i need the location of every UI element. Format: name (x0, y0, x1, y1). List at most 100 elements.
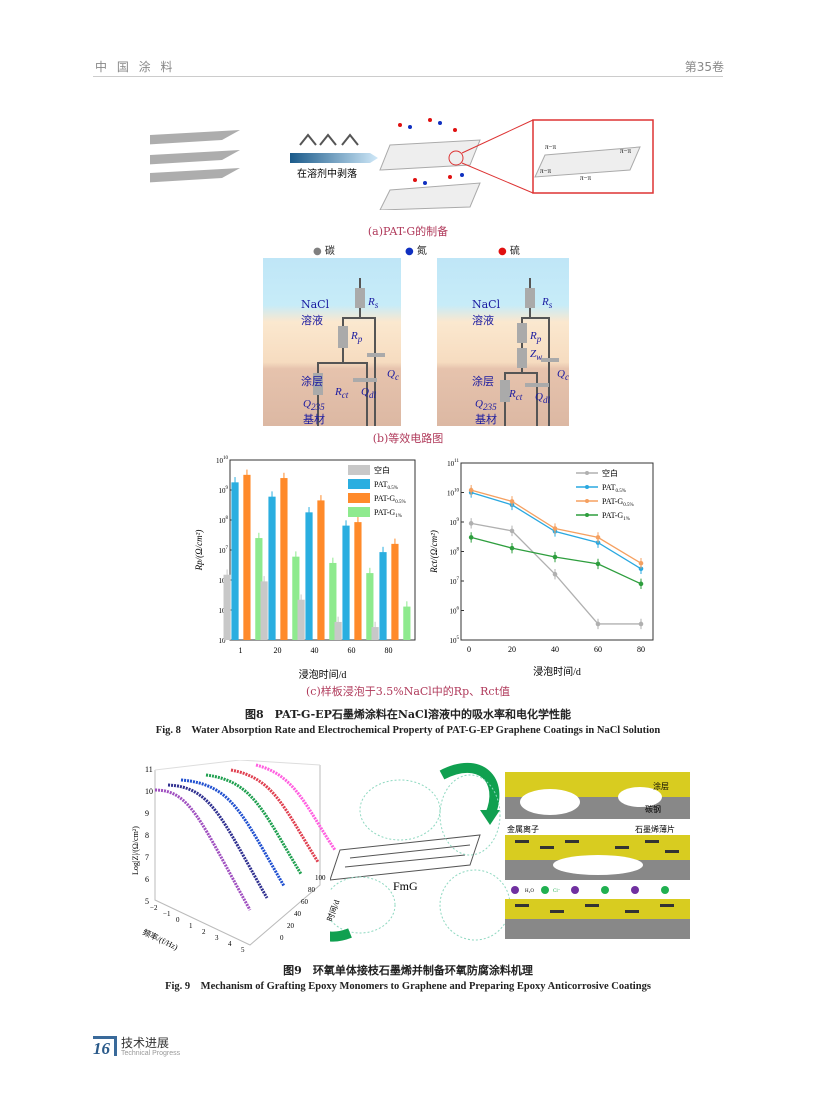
impedance-curve (255, 763, 337, 851)
qc-label: Qc (557, 368, 570, 383)
x-tick-label: 80 (385, 646, 393, 655)
grid-line (154, 760, 241, 771)
fig8b-caption: (b)等效电路图 (372, 432, 444, 445)
x-tick-label: 20 (274, 646, 282, 655)
impedance-curve (230, 768, 320, 863)
y-tick-label: 10 (145, 787, 153, 796)
rp-label: Rp (351, 330, 363, 345)
carbon-dot-icon: ● (313, 246, 325, 257)
legend-label: PAT-G0.5% (602, 497, 634, 508)
y-axis-label: Rct/(Ω/cm²) (429, 530, 439, 574)
substrate-q-label: Q235 (303, 398, 325, 413)
y-tick-label: 5 (145, 897, 149, 906)
impedance-curve (180, 778, 286, 887)
fig8a-caption: (a)PAT-G的制备 (367, 225, 449, 238)
z-tick-label: 100 (315, 874, 326, 882)
bar (243, 474, 251, 640)
x-axis-label: 频率/(f/Hz) (141, 927, 180, 952)
x-tick-label: −1 (163, 910, 171, 918)
rp-bar-chart: Rp/(Ω/cm²) 10410510610710810910101204060… (194, 456, 416, 680)
atom-legend: ● 碳 ● 氮 ● 硫 (313, 242, 520, 257)
legend-label: PAT-G1% (374, 508, 402, 519)
journal-name: 中 国 涂 料 (95, 60, 176, 74)
header-rule (93, 76, 723, 77)
x-tick-label: −2 (150, 904, 158, 912)
legend-label: PAT-G0.5% (374, 494, 406, 505)
bar (231, 482, 239, 640)
volume-label: 第35卷 (684, 60, 724, 74)
solution-label: 溶液 (472, 314, 494, 327)
x-tick-label: 1 (189, 922, 193, 930)
legend-swatch (348, 507, 370, 517)
impedance-curve (154, 788, 252, 911)
fig8a-diagram: π−π π−π π−π π−π 在溶剂中剥落 (150, 118, 654, 210)
x-tick-label: 40 (311, 646, 319, 655)
legend-marker (585, 471, 589, 475)
bar (334, 621, 342, 640)
z-tick-label: 80 (308, 886, 316, 894)
z-tick-label: 60 (301, 898, 309, 906)
y-tick-label: 109 (450, 518, 460, 527)
page-number: 16 (93, 1039, 110, 1058)
pi-label: π−π (580, 174, 591, 182)
solution-label: 溶液 (301, 314, 323, 327)
legend-swatch (348, 493, 370, 503)
impedance-curve (167, 783, 269, 899)
rs-label: Rs (368, 296, 379, 311)
y-tick-label: 107 (219, 546, 229, 555)
series-line (470, 536, 642, 585)
rct-line-chart: Rct/(Ω/cm²) 105 106 107 108 109 1010 1011 0 20 40… (429, 459, 654, 678)
legend-marker (585, 513, 589, 517)
y-tick-label: 1011 (447, 459, 459, 468)
legend-nitrogen: ● 氮 (405, 246, 427, 257)
rct-label: Rct (509, 388, 523, 403)
qdl-label: Qdl (361, 386, 377, 401)
fmg-structure-diagram: FmG (330, 762, 510, 942)
fmg-label: FmG (393, 879, 418, 893)
bar (366, 573, 374, 640)
x-tick-label: 3 (215, 934, 219, 942)
bar (354, 522, 362, 640)
x-tick-label: 1 (239, 646, 243, 655)
legend-label: 空白 (602, 468, 618, 478)
y-tick-label: 1010 (216, 456, 229, 465)
x-tick-label: 2 (202, 928, 206, 936)
graphene-label: 石墨烯薄片 (635, 824, 675, 834)
fig8c-caption: (c)样板浸泡于3.5%NaCl中的Rp、Rct值 (306, 685, 510, 698)
legend-label: 空白 (374, 465, 390, 475)
x-axis-label: 浸泡时间/d (533, 665, 581, 678)
legend-label: PAT0.5% (374, 480, 398, 491)
sulfur-dot-icon: ● (498, 246, 510, 257)
substrate-label: 基材 (475, 413, 497, 426)
pi-label: π−π (540, 167, 551, 175)
substrate-q-label: Q235 (475, 398, 497, 413)
nitrogen-dot-icon: ● (405, 246, 417, 257)
y-tick-label: 105 (450, 636, 460, 645)
legend-marker (585, 499, 589, 503)
section-en: Technical Progress (121, 1050, 181, 1057)
footer-accent (93, 1036, 115, 1039)
y-tick-label: 11 (145, 765, 153, 774)
legend-swatch (348, 465, 370, 475)
rp-label: Rp (530, 330, 542, 345)
bar (342, 525, 350, 640)
legend-label: PAT-G1% (602, 511, 630, 522)
bar (280, 478, 288, 640)
plot-axes (154, 765, 321, 946)
y-tick-label: 108 (219, 516, 229, 525)
legend-carbon: ● 碳 (313, 246, 335, 257)
z-tick-label: 40 (294, 910, 302, 918)
h2o-label: H₂O (525, 889, 534, 894)
bode-3d-plot: 567891011−2−1012345020406080100Log|Z|/(Ω… (131, 760, 341, 954)
rct-label: Rct (335, 386, 349, 401)
nacl-label: NaCl (472, 298, 501, 311)
fig8-caption-cn: 图8 PAT-G-EP石墨烯涂料在NaCl溶液中的吸水率和电化学性能 (245, 708, 571, 721)
x-tick-label: 20 (508, 645, 516, 654)
steel-label: 碳钢 (645, 804, 661, 814)
y-axis-label: Rp/(Ω/cm²) (194, 530, 204, 572)
grid-line (239, 760, 321, 766)
x-tick-label: 40 (551, 645, 559, 654)
bar (379, 552, 387, 640)
exfoliation-label: 在溶剂中剥落 (297, 167, 357, 180)
nacl-label: NaCl (301, 298, 330, 311)
